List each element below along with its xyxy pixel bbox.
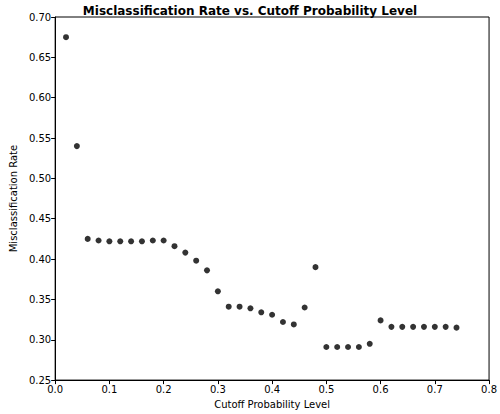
svg-text:0.1: 0.1 [101,384,117,395]
svg-text:0.65: 0.65 [29,52,51,63]
svg-text:Misclassification Rate vs. Cut: Misclassification Rate vs. Cutoff Probab… [83,4,417,18]
svg-text:0.45: 0.45 [29,213,51,224]
svg-text:0.6: 0.6 [373,384,389,395]
svg-text:0.0: 0.0 [47,384,63,395]
svg-text:0.8: 0.8 [481,384,497,395]
svg-text:0.3: 0.3 [210,384,226,395]
svg-text:0.7: 0.7 [427,384,443,395]
svg-text:0.40: 0.40 [29,254,51,265]
svg-text:0.30: 0.30 [29,334,51,345]
svg-text:0.60: 0.60 [29,92,51,103]
svg-text:0.50: 0.50 [29,173,51,184]
svg-text:0.35: 0.35 [29,294,51,305]
svg-text:0.70: 0.70 [29,12,51,23]
svg-text:0.2: 0.2 [156,384,172,395]
svg-text:0.55: 0.55 [29,133,51,144]
svg-text:0.25: 0.25 [28,374,52,386]
svg-text:0.5: 0.5 [318,384,334,395]
svg-text:0.4: 0.4 [264,384,280,395]
svg-text:Misclassification Rate: Misclassification Rate [8,145,19,252]
svg-text:Cutoff Probability Level: Cutoff Probability Level [214,399,330,410]
